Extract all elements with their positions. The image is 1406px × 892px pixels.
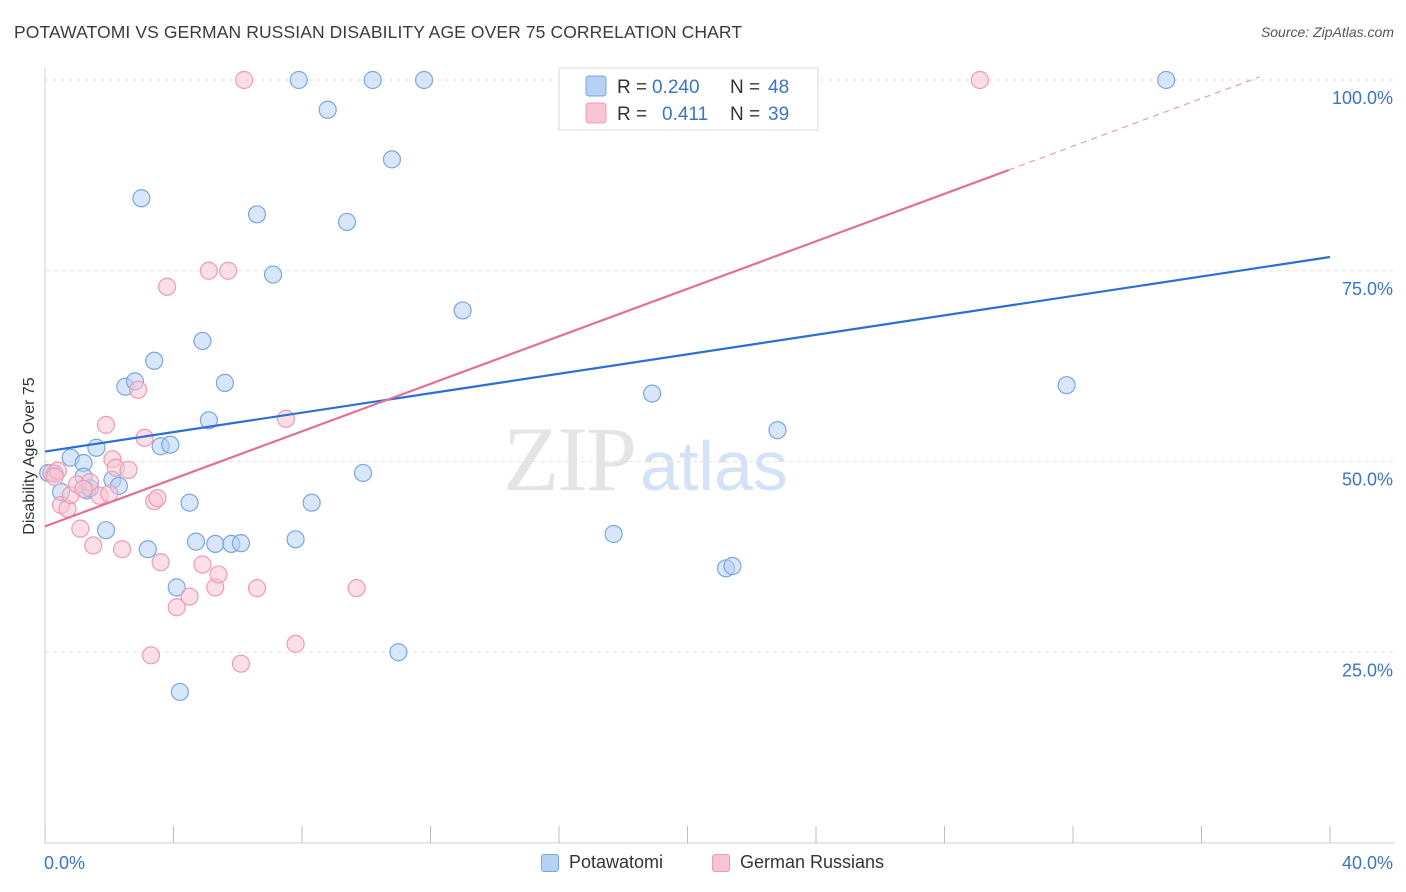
legend-swatch-potawatomi bbox=[585, 75, 607, 97]
point-german-russians-32 bbox=[276, 409, 296, 428]
point-german-russians-24 bbox=[193, 555, 212, 574]
legend-n-value-1: 48 bbox=[768, 77, 789, 98]
point-potawatomi-46 bbox=[768, 421, 787, 440]
point-potawatomi-33 bbox=[289, 70, 308, 90]
point-potawatomi-39 bbox=[389, 643, 408, 662]
y-axis-title: Disability Age Over 75 bbox=[21, 377, 38, 535]
legend-n-label-1: N = bbox=[730, 77, 760, 98]
point-potawatomi-37 bbox=[363, 70, 382, 90]
bottom-legend-label-german-russians: German Russians bbox=[740, 852, 885, 872]
point-german-russians-30 bbox=[235, 70, 254, 90]
bottom-legend-swatch-potawatomi bbox=[541, 853, 559, 872]
y-tick-labels: 25.0% 50.0% 75.0% 100.0% bbox=[1332, 88, 1393, 680]
point-german-russians-8 bbox=[84, 536, 103, 555]
y-tick-label-25: 25.0% bbox=[1342, 660, 1393, 680]
source-label: Source: ZipAtlas.com bbox=[1260, 24, 1394, 40]
watermark-zip: ZIP bbox=[503, 408, 635, 510]
legend-r-value-2: 0.411 bbox=[662, 104, 708, 125]
point-potawatomi-34 bbox=[318, 100, 337, 119]
point-potawatomi-26 bbox=[215, 373, 234, 393]
legend-r-label-2: R = bbox=[617, 104, 647, 125]
bottom-legend-item-german-russians: German Russians bbox=[712, 852, 884, 873]
chart-title: POTAWATOMI VS GERMAN RUSSIAN DISABILITY … bbox=[14, 22, 743, 42]
point-potawatomi-21 bbox=[180, 493, 199, 512]
point-german-russians-33 bbox=[286, 634, 305, 653]
point-german-russians-14 bbox=[119, 460, 138, 479]
point-potawatomi-15 bbox=[138, 540, 157, 559]
point-german-russians-25 bbox=[199, 261, 218, 280]
point-german-russians-6 bbox=[71, 519, 90, 538]
point-german-russians-10 bbox=[96, 415, 116, 434]
point-potawatomi-32 bbox=[302, 493, 321, 512]
legend-r-value-1: 0.240 bbox=[652, 77, 700, 98]
y-tick-label-50: 50.0% bbox=[1342, 470, 1393, 490]
point-german-russians-19 bbox=[148, 489, 167, 508]
point-potawatomi-24 bbox=[199, 411, 218, 430]
point-german-russians-23 bbox=[180, 587, 199, 606]
legend-r-label-1: R = bbox=[617, 77, 647, 98]
legend-n-label-2: N = bbox=[730, 104, 760, 125]
trend-line-potawatomi bbox=[44, 255, 1331, 453]
point-potawatomi-25 bbox=[206, 534, 225, 554]
point-german-russians-37 bbox=[74, 479, 93, 499]
watermark: ZIP atlas bbox=[503, 408, 788, 510]
point-potawatomi-41 bbox=[453, 301, 472, 320]
legend: R = 0.240 N = 48 R = 0.411 N = 39 bbox=[558, 67, 819, 131]
point-potawatomi-36 bbox=[353, 463, 373, 483]
y-tick-label-75: 75.0% bbox=[1342, 279, 1393, 299]
watermark-atlas: atlas bbox=[640, 427, 788, 505]
point-german-russians-28 bbox=[219, 261, 238, 280]
bottom-legend-label-potawatomi: Potawatomi bbox=[569, 852, 664, 872]
point-potawatomi-29 bbox=[247, 205, 267, 224]
x-tick-label-min: 0.0% bbox=[44, 853, 85, 873]
point-potawatomi-35 bbox=[337, 212, 357, 232]
point-potawatomi-43 bbox=[643, 384, 662, 403]
point-german-russians-27 bbox=[209, 565, 228, 584]
point-potawatomi-22 bbox=[186, 532, 206, 551]
point-potawatomi-16 bbox=[145, 351, 164, 370]
point-potawatomi-40 bbox=[414, 70, 434, 90]
point-potawatomi-30 bbox=[263, 265, 283, 284]
point-german-russians-31 bbox=[247, 579, 267, 598]
series-german-russians-points bbox=[42, 70, 989, 673]
point-potawatomi-20 bbox=[170, 682, 190, 702]
point-potawatomi-28 bbox=[231, 534, 251, 553]
point-potawatomi-14 bbox=[132, 189, 151, 208]
point-potawatomi-38 bbox=[382, 150, 402, 169]
point-german-russians-34 bbox=[347, 579, 366, 598]
legend-swatch-german-russians bbox=[585, 102, 607, 124]
point-potawatomi-42 bbox=[604, 524, 623, 544]
bottom-legend-item-potawatomi: Potawatomi bbox=[541, 852, 663, 873]
point-potawatomi-9 bbox=[96, 521, 116, 540]
x-tick-label-max: 40.0% bbox=[1342, 853, 1393, 873]
bottom-legend-swatch-german-russians bbox=[712, 853, 730, 872]
series-potawatomi-points bbox=[39, 70, 1176, 702]
point-german-russians-17 bbox=[141, 646, 161, 665]
point-german-russians-13 bbox=[112, 540, 132, 559]
point-potawatomi-48 bbox=[1157, 70, 1176, 90]
point-potawatomi-19 bbox=[167, 578, 186, 597]
legend-n-value-2: 39 bbox=[768, 104, 789, 125]
point-potawatomi-47 bbox=[1057, 376, 1076, 395]
point-german-russians-21 bbox=[157, 277, 177, 296]
y-tick-label-100: 100.0% bbox=[1332, 88, 1393, 108]
point-potawatomi-31 bbox=[286, 530, 305, 549]
point-german-russians-35 bbox=[970, 70, 989, 90]
point-potawatomi-23 bbox=[193, 331, 212, 351]
x-tick-labels: 0.0% 40.0% bbox=[44, 853, 1393, 873]
bottom-legend: Potawatomi German Russians bbox=[0, 852, 1406, 878]
trend-line-extension-german-russians bbox=[1008, 76, 1260, 171]
point-german-russians-36 bbox=[45, 467, 64, 486]
axes bbox=[44, 68, 1395, 844]
point-german-russians-29 bbox=[231, 654, 251, 673]
point-german-russians-22 bbox=[167, 598, 186, 617]
point-german-russians-15 bbox=[129, 380, 148, 399]
point-potawatomi-45 bbox=[723, 556, 742, 576]
trend-line-german-russians bbox=[44, 169, 1010, 528]
trend-lines bbox=[44, 76, 1331, 528]
point-potawatomi-18 bbox=[161, 435, 180, 454]
point-german-russians-20 bbox=[151, 553, 170, 572]
